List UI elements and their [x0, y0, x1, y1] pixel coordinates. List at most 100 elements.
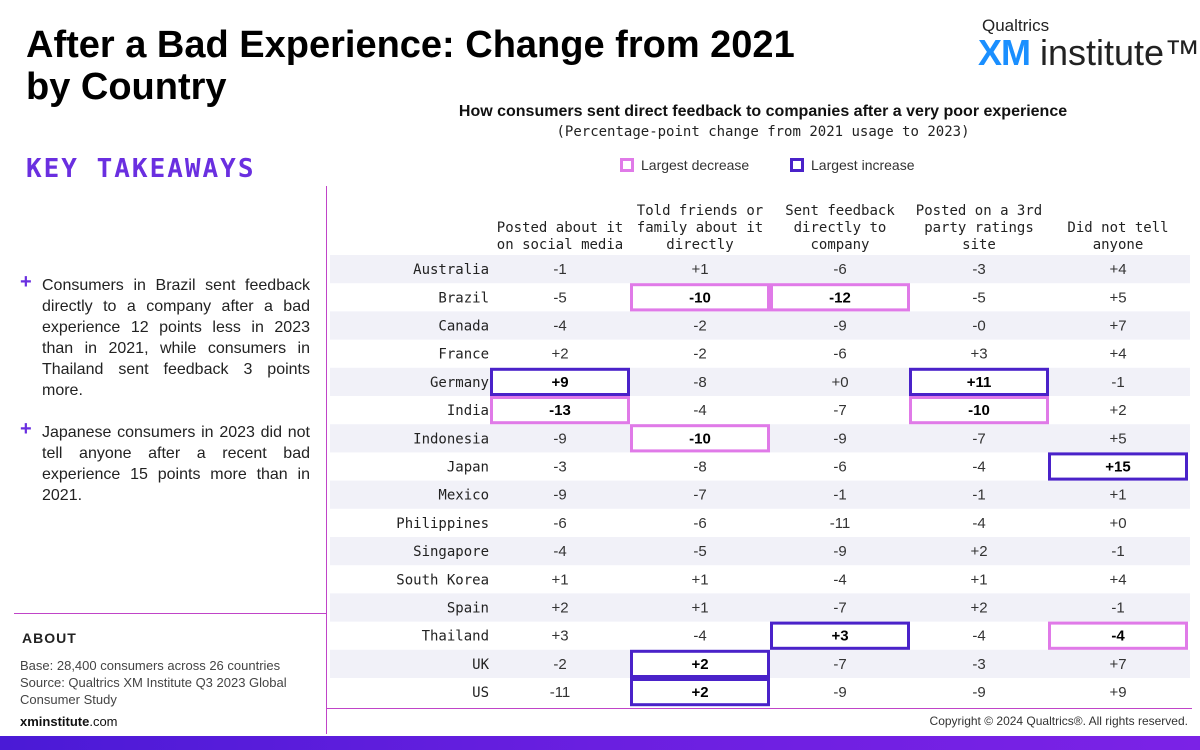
country-label: Brazil: [438, 290, 489, 306]
value-cell: -7: [833, 600, 846, 617]
value-cell: -10: [968, 402, 990, 419]
value-cell: +4: [1109, 346, 1126, 363]
about-text: Base: 28,400 consumers across 26 countri…: [20, 657, 320, 708]
value-cell: -9: [833, 318, 846, 335]
about-source: Source: Qualtrics XM Institute Q3 2023 G…: [20, 675, 287, 707]
country-label: Australia: [413, 262, 489, 278]
largest-increase-box: [770, 621, 910, 650]
value-cell: +11: [967, 374, 992, 391]
value-cell: -6: [553, 515, 566, 532]
column-header-line: site: [962, 237, 996, 253]
value-cell: -9: [553, 487, 566, 504]
site-link[interactable]: xminstitute.com: [20, 714, 118, 729]
value-cell: +7: [1109, 318, 1126, 335]
column-header: Told friends or family about it directly: [628, 202, 772, 254]
column-header-line: directly to: [793, 220, 887, 236]
value-cell: -7: [833, 402, 846, 419]
value-cell: -2: [693, 318, 706, 335]
value-cell: +2: [970, 543, 987, 560]
value-cell: +0: [831, 374, 848, 391]
value-cell: -8: [693, 459, 706, 476]
value-cell: +2: [970, 600, 987, 617]
country-label: Spain: [447, 601, 489, 617]
column-header-line: family about it: [636, 220, 764, 236]
value-cell: +1: [691, 571, 708, 588]
value-cell: +4: [1109, 261, 1126, 278]
value-cell: -4: [693, 402, 706, 419]
value-cell: +5: [1109, 430, 1126, 447]
country-label: Singapore: [413, 544, 489, 560]
logo-wordmark: XM institute™: [978, 35, 1200, 71]
row-band: [330, 311, 1190, 340]
about-divider: [14, 613, 326, 614]
legend-increase-swatch: [790, 158, 804, 172]
country-label: Mexico: [438, 488, 489, 504]
column-header: Did not tell anyone: [1046, 202, 1190, 254]
value-cell: +0: [1109, 515, 1126, 532]
value-cell: -7: [833, 656, 846, 673]
column-header-line: anyone: [1092, 237, 1144, 253]
value-cell: +2: [1109, 402, 1126, 419]
value-cell: -6: [833, 261, 846, 278]
column-header-line: Posted about it: [496, 220, 624, 236]
country-label: Thailand: [422, 629, 489, 645]
value-cell: -4: [553, 543, 566, 560]
largest-increase-box: [1048, 452, 1188, 481]
value-cell: -1: [1111, 600, 1124, 617]
largest-increase-box: [909, 367, 1049, 396]
column-header-line: Told friends or: [636, 203, 764, 219]
value-cell: -13: [549, 402, 571, 419]
column-header-text: Posted about it on social media: [497, 220, 623, 254]
value-cell: -12: [829, 289, 851, 306]
column-header-line: party ratings: [924, 220, 1034, 236]
largest-increase-box: [490, 367, 630, 396]
copyright: Copyright © 2024 Qualtrics®. All rights …: [929, 714, 1188, 728]
page-title: After a Bad Experience: Change from 2021…: [26, 24, 795, 108]
largest-decrease-box: [770, 283, 910, 312]
country-label: France: [438, 347, 489, 363]
value-cell: -4: [972, 515, 985, 532]
value-cell: -6: [833, 346, 846, 363]
country-label: UK: [472, 657, 489, 673]
chart-subtitle: (Percentage-point change from 2021 usage…: [556, 124, 970, 140]
column-header-line: Did not tell: [1067, 220, 1169, 236]
country-label: US: [472, 685, 489, 701]
value-cell: -7: [693, 487, 706, 504]
key-takeaways-heading: KEY TAKEAWAYS: [26, 154, 256, 184]
value-cell: -4: [1111, 628, 1125, 645]
logo-xm-text: XM: [978, 32, 1031, 73]
about-heading: ABOUT: [22, 630, 77, 646]
value-cell: -1: [833, 487, 846, 504]
value-cell: -2: [693, 346, 706, 363]
value-cell: -10: [689, 430, 711, 447]
value-cell: -10: [689, 289, 711, 306]
value-cell: -5: [553, 289, 566, 306]
value-cell: -1: [553, 261, 566, 278]
value-cell: -9: [833, 684, 846, 701]
value-cell: -8: [693, 374, 706, 391]
value-cell: -6: [693, 515, 706, 532]
value-cell: -11: [830, 515, 851, 532]
column-header-text: Posted on a 3rd party ratings site: [916, 203, 1042, 254]
legend-increase: Largest increase: [790, 157, 915, 173]
takeaway-item: + Japanese consumers in 2023 did not tel…: [20, 418, 310, 506]
country-label: Germany: [430, 375, 489, 391]
bottom-divider: [326, 708, 1192, 709]
country-label: Canada: [438, 319, 489, 335]
value-cell: -4: [833, 571, 846, 588]
value-cell: +2: [691, 684, 708, 701]
plus-icon: +: [20, 418, 32, 440]
largest-decrease-box: [630, 424, 770, 453]
largest-decrease-box: [490, 396, 630, 425]
largest-increase-box: [630, 678, 770, 707]
country-label: South Korea: [396, 572, 489, 588]
value-cell: -1: [1111, 543, 1124, 560]
value-cell: -9: [553, 430, 566, 447]
value-cell: +5: [1109, 289, 1126, 306]
plus-icon: +: [20, 271, 32, 293]
value-cell: -9: [833, 430, 846, 447]
row-band: [330, 480, 1190, 509]
country-label: Japan: [447, 460, 489, 476]
value-cell: -9: [833, 543, 846, 560]
value-cell: -5: [693, 543, 706, 560]
